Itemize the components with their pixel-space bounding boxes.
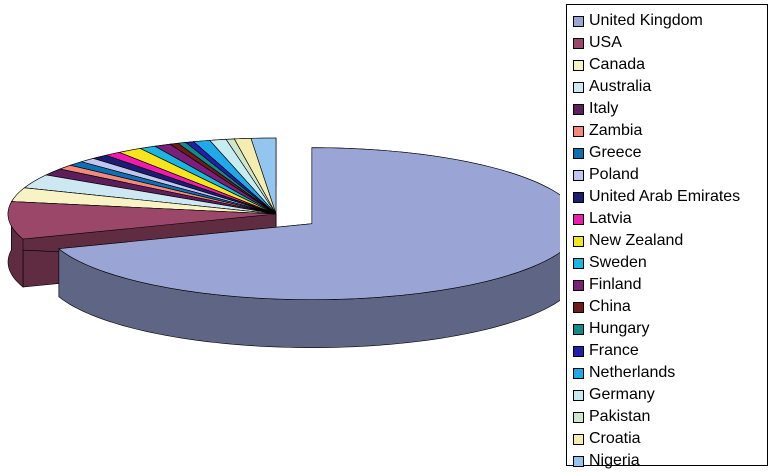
legend-label: Hungary	[589, 320, 650, 337]
legend-label: Netherlands	[589, 364, 676, 381]
legend-swatch	[573, 81, 584, 93]
legend-label: United Kingdom	[589, 12, 703, 29]
pie-chart	[7, 137, 560, 348]
legend-item-china: China	[573, 296, 767, 318]
legend-item-canada: Canada	[573, 54, 767, 76]
legend-swatch	[573, 345, 584, 357]
legend-item-sweden: Sweden	[573, 252, 767, 274]
legend-item-usa: USA	[573, 32, 767, 54]
legend-label: Poland	[589, 166, 639, 183]
legend-label: Germany	[589, 386, 655, 403]
legend-label: Australia	[589, 78, 652, 95]
legend-label: Nigeria	[589, 452, 640, 469]
legend-item-pakistan: Pakistan	[573, 406, 767, 428]
legend-label: Pakistan	[589, 408, 651, 425]
legend-label: USA	[589, 34, 622, 51]
legend-swatch	[573, 59, 584, 71]
legend-item-united-kingdom: United Kingdom	[573, 10, 767, 32]
legend-swatch	[573, 103, 584, 115]
legend-swatch	[573, 257, 584, 269]
legend-label: Italy	[589, 100, 619, 117]
legend-label: New Zealand	[589, 232, 684, 249]
legend-item-nigeria: Nigeria	[573, 450, 767, 472]
legend-swatch	[573, 279, 584, 291]
legend-item-germany: Germany	[573, 384, 767, 406]
legend-label: Finland	[589, 276, 642, 293]
legend-item-finland: Finland	[573, 274, 767, 296]
legend-label: United Arab Emirates	[589, 188, 741, 205]
legend-label: France	[589, 342, 639, 359]
legend-item-australia: Australia	[573, 76, 767, 98]
legend-swatch	[573, 301, 584, 313]
legend-swatch	[573, 389, 584, 401]
legend-label: Croatia	[589, 430, 641, 447]
legend-item-croatia: Croatia	[573, 428, 767, 450]
legend-label: Zambia	[589, 122, 643, 139]
legend-item-latvia: Latvia	[573, 208, 767, 230]
legend-swatch	[573, 411, 584, 423]
legend-item-netherlands: Netherlands	[573, 362, 767, 384]
legend-swatch	[573, 169, 584, 181]
legend-swatch	[573, 235, 584, 247]
legend-swatch	[573, 15, 584, 27]
legend-swatch	[573, 125, 584, 137]
legend-swatch	[573, 37, 584, 49]
legend-swatch	[573, 367, 584, 379]
legend-item-united-arab-emirates: United Arab Emirates	[573, 186, 767, 208]
legend-item-greece: Greece	[573, 142, 767, 164]
legend-label: China	[589, 298, 631, 315]
legend-swatch	[573, 213, 584, 225]
legend-swatch	[573, 147, 584, 159]
legend-label: Greece	[589, 144, 642, 161]
legend-item-hungary: Hungary	[573, 318, 767, 340]
legend-swatch	[573, 191, 584, 203]
legend-swatch	[573, 323, 584, 335]
legend-item-italy: Italy	[573, 98, 767, 120]
legend-label: Sweden	[589, 254, 647, 271]
legend-swatch	[573, 433, 584, 445]
legend-item-new-zealand: New Zealand	[573, 230, 767, 252]
legend-label: Canada	[589, 56, 646, 73]
legend-item-zambia: Zambia	[573, 120, 767, 142]
legend-label: Latvia	[589, 210, 632, 227]
legend-item-poland: Poland	[573, 164, 767, 186]
pie-slice-united-kingdom	[58, 147, 560, 348]
legend-swatch	[573, 455, 584, 467]
legend: United Kingdom USA Canada Australia Italy Zam…	[566, 4, 768, 469]
legend-item-france: France	[573, 340, 767, 362]
